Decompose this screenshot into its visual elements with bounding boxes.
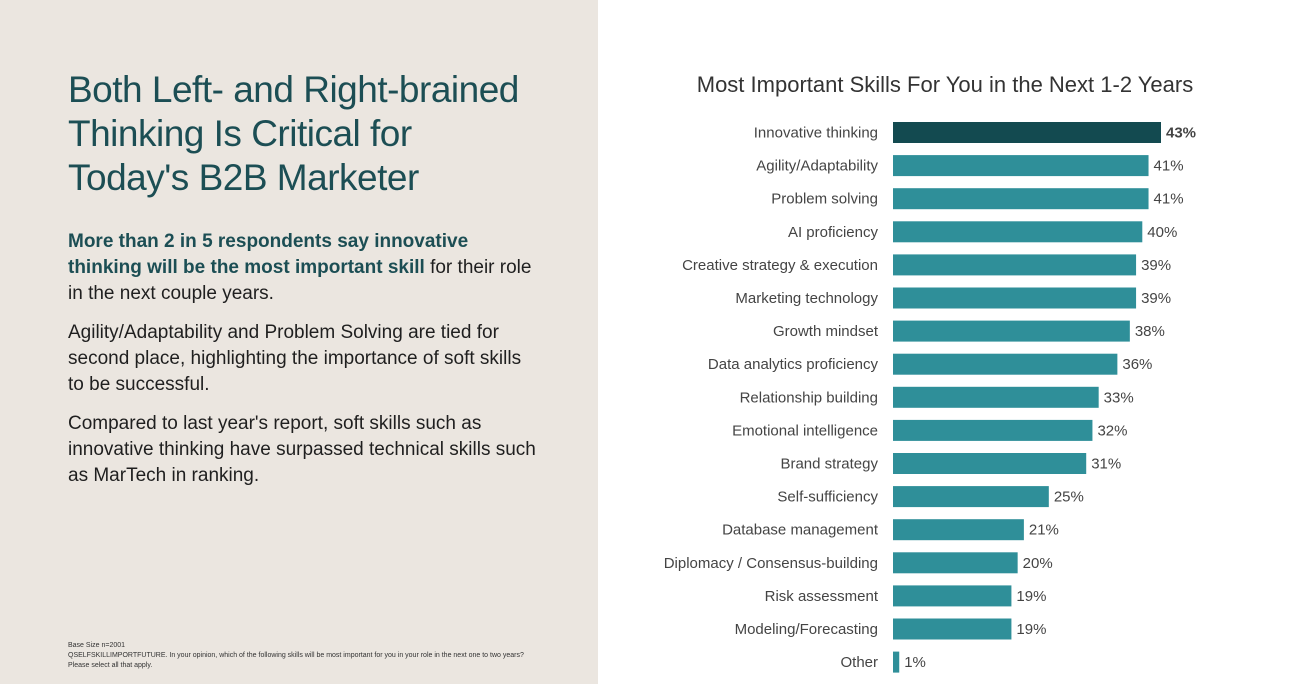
value-label: 41% <box>1154 158 1184 175</box>
value-label: 39% <box>1141 290 1171 307</box>
bar <box>893 386 1099 408</box>
value-label: 33% <box>1104 389 1134 406</box>
value-label: 19% <box>1016 588 1046 605</box>
category-label: Data analytics proficiency <box>708 356 879 373</box>
category-label: Innovative thinking <box>754 125 878 142</box>
paragraph-1-rest: for their role in the next couple years. <box>68 257 532 304</box>
bar <box>893 221 1143 243</box>
category-label: Modeling/Forecasting <box>735 621 878 638</box>
value-label: 36% <box>1122 356 1152 373</box>
category-label: Growth mindset <box>773 323 879 340</box>
paragraph-1: More than 2 in 5 respondents say innovat… <box>68 229 538 307</box>
bar <box>893 419 1093 441</box>
value-label: 38% <box>1135 323 1165 340</box>
category-label: Brand strategy <box>780 456 878 473</box>
category-label: Database management <box>722 522 879 539</box>
bar <box>893 155 1149 177</box>
body-text: More than 2 in 5 respondents say innovat… <box>68 229 538 502</box>
bar <box>893 254 1137 276</box>
footnote-base-size: Base Size n=2001 <box>68 642 126 649</box>
category-label: Self-sufficiency <box>777 489 878 506</box>
bar <box>893 122 1161 143</box>
paragraph-3: Compared to last year's report, soft ski… <box>68 413 536 486</box>
chart-title: Most Important Skills For You in the Nex… <box>696 72 1194 97</box>
category-label: Marketing technology <box>735 290 878 307</box>
category-label: Diplomacy / Consensus-building <box>664 555 878 572</box>
footnote: Base Size n=2001 QSELFSKILLIMPORTFUTURE.… <box>68 641 568 671</box>
value-label: 25% <box>1054 489 1084 506</box>
bar <box>893 486 1049 508</box>
value-label: 19% <box>1016 621 1046 638</box>
value-label: 41% <box>1154 191 1184 208</box>
bar-chart: Innovative thinking 43% Agility/Adaptabili… <box>664 122 1196 673</box>
value-label: 1% <box>904 654 926 671</box>
category-label: Risk assessment <box>765 588 879 605</box>
paragraph-2: Agility/Adaptability and Problem Solving… <box>68 322 522 395</box>
bar <box>893 585 1012 607</box>
headline-line: Both Left- and Right-brained <box>68 69 519 110</box>
value-label: 32% <box>1097 422 1127 439</box>
category-label: Emotional intelligence <box>732 422 878 439</box>
category-label: Relationship building <box>740 389 878 406</box>
headline: Both Left- and Right-brained Thinking Is… <box>68 68 548 200</box>
bar <box>893 519 1024 541</box>
bar <box>893 287 1137 309</box>
category-label: Agility/Adaptability <box>756 158 878 175</box>
value-label: 20% <box>1023 555 1053 572</box>
value-label: 40% <box>1147 224 1177 241</box>
headline-line: Thinking Is Critical for <box>68 113 412 154</box>
bar <box>893 188 1149 210</box>
bar <box>893 618 1012 640</box>
value-label: 31% <box>1091 456 1121 473</box>
bar <box>893 320 1130 342</box>
value-label: 43% <box>1166 125 1196 142</box>
bar <box>893 651 900 673</box>
headline-line: Today's B2B Marketer <box>68 157 419 198</box>
category-label: Other <box>840 654 878 671</box>
value-label: 21% <box>1029 522 1059 539</box>
value-label: 39% <box>1141 257 1171 274</box>
bar <box>893 552 1018 574</box>
left-panel: Both Left- and Right-brained Thinking Is… <box>0 0 598 684</box>
category-label: Creative strategy & execution <box>682 257 878 274</box>
footnote-instruction: Please select all that apply. <box>68 662 153 669</box>
bar <box>893 353 1118 375</box>
category-label: Problem solving <box>771 191 878 208</box>
category-label: AI proficiency <box>788 224 879 241</box>
footnote-question: QSELFSKILLIMPORTFUTURE. In your opinion,… <box>68 652 524 659</box>
key-finding-highlight: More than 2 in 5 respondents say innovat… <box>68 231 469 278</box>
bar <box>893 453 1087 474</box>
